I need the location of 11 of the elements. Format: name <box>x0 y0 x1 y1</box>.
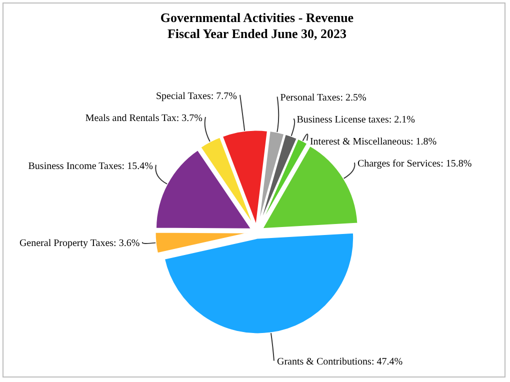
slice-label: Interest & Miscellaneous: 1.8% <box>310 136 437 148</box>
slice-label: Personal Taxes: 2.5% <box>280 92 366 104</box>
slice-label: Special Taxes: 7.7% <box>156 90 237 102</box>
slice-label: Charges for Services: 15.8% <box>357 158 472 170</box>
slice-label: General Property Taxes: 3.6% <box>19 238 140 250</box>
chart-title: Governmental Activities - Revenue <box>160 10 354 25</box>
slice-label: Grants & Contributions: 47.4% <box>277 356 403 368</box>
chart-subtitle: Fiscal Year Ended June 30, 2023 <box>167 26 348 41</box>
slice-label: Business License taxes: 2.1% <box>296 114 416 126</box>
slice-label: Meals and Rentals Tax: 3.7% <box>85 112 203 124</box>
slice-label: Business Income Taxes: 15.4% <box>28 160 153 172</box>
